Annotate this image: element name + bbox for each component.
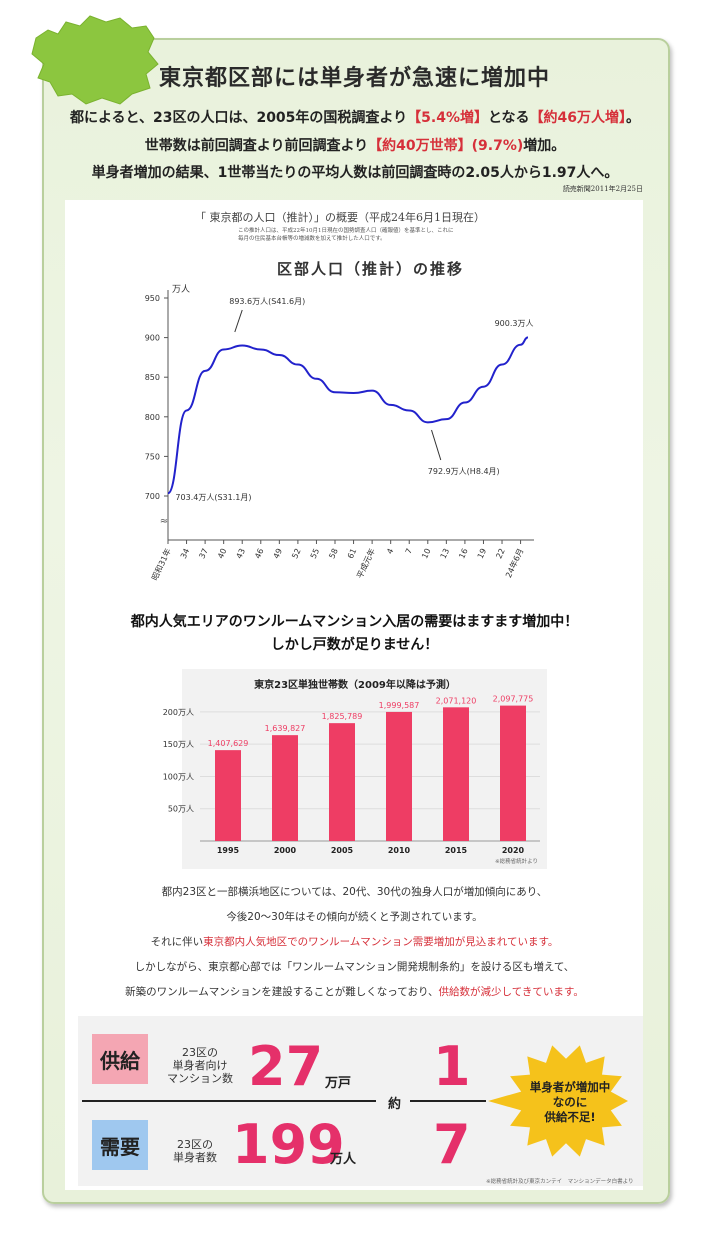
headline-line-3: 単身者増加の結果、1世帯当たりの平均人数は前回調査時の2.05人から1.97人へ… [91,165,619,181]
ratio-top: 1 [433,1035,471,1098]
line-chart-xtick-label: 37 [197,547,209,560]
line-chart-xtick-label: 13 [439,547,451,560]
body-paragraph-3: それに伴い東京都内人気地区でのワンルームマンション需要増加が見込まれています。 [150,936,559,948]
body-paragraph-5: 新築のワンルームマンションを建設することが難しくなっており、供給数が減少してきて… [125,986,584,998]
promo-line-2: しかし戸数が足りません！ [270,637,439,653]
bar-chart-category-label: 2015 [445,846,468,855]
population-note-2: 毎月の住民基本台帳等の増減数を加えて推計した人口です。 [238,236,386,242]
bar-chart-value-label: 1,639,827 [265,724,306,733]
ratio-bottom: 7 [433,1113,471,1176]
shortage-burst-text: 単身者が増加中 なのに 供給不足! [529,1080,611,1124]
supply-value: 27 [248,1035,324,1098]
bar-chart-value-label: 2,071,120 [436,696,477,705]
line-chart-xtick-label: 34 [179,547,191,560]
households-bar-chart: 東京23区単独世帯数（2009年以降は予測） 200万人 150万人 100万人 50万… [163,669,547,869]
bar-chart-bar [329,723,355,841]
promo-line-1: 都内人気エリアのワンルームマンション入居の需要はますます増加中！ [130,614,579,630]
line-chart-series [167,336,529,495]
line-chart-ytick-label: 950 [145,294,160,303]
line-chart-xtick-label: 4 [385,547,395,555]
annotation-peak-arrow [234,309,243,333]
annotation-trough-arrow [431,429,442,461]
bar-chart-value-label: 1,825,789 [322,712,363,721]
bar-chart-ytick-label: 150万人 [163,740,194,749]
bar-chart-ytick-label: 200万人 [163,708,194,717]
line-chart-ytick-label: 900 [145,334,160,343]
line-chart-xtick-label: 52 [290,547,302,560]
demand-label: 23区の 単身者数 [173,1138,217,1164]
bar-chart-category-label: 2020 [502,846,525,855]
line-chart-ylabel: 万人 [172,284,190,295]
bar-chart-value-label: 1,999,587 [379,701,420,710]
line-chart-xtick-label: 7 [404,547,414,555]
line-chart-ytick-label: 750 [145,452,160,461]
bar-chart-footnote: ※総務省統計より [495,857,538,865]
bar-chart-bar [386,711,412,841]
bar-chart-ytick-label: 50万人 [168,805,194,814]
bar-chart-bar [443,707,469,841]
demand-unit: 万人 [330,1152,357,1167]
bar-chart-category-label: 2005 [331,846,354,855]
supply-label: 23区の 単身者向け マンション数 [167,1046,233,1085]
line-chart-ytick-label: 850 [145,373,160,382]
population-note-1: この推計人口は、平成22年10月1日現在の国勢調査人口（確報値）を基準とし、これ… [238,228,454,234]
line-chart-ytick-label: 700 [145,492,160,501]
population-doc-title: 「 東京都の人口（推計）」の概要（平成24年6月1日現在） [195,211,485,224]
bar-chart-bar [215,750,241,841]
demand-badge: 需要 [92,1120,148,1170]
line-chart-xtick-label: 40 [216,547,228,560]
line-chart-axis-break: ≈ [160,516,168,527]
tokyo-map-icon [31,15,159,105]
bar-chart-value-label: 2,097,775 [493,695,534,704]
annotation-trough: 792.9万人(H8.4月) [428,467,500,476]
body-paragraph-4: しかしながら、東京都心部では「ワンルームマンション開発規制条約」を設ける区も増え… [134,961,575,973]
annotation-latest: 900.3万人 [495,319,534,328]
line-chart-xtick-label: 43 [235,547,247,560]
line-chart-xtick-label: 16 [457,547,469,560]
supply-badge: 供給 [92,1034,148,1084]
ratio-label: 約 [388,1097,402,1112]
line-chart-xtick-label: 19 [476,547,488,560]
shortage-burst-icon [488,1045,628,1157]
line-chart-xtick-label: 46 [253,547,265,560]
body-paragraph-2: 今後20〜30年はその傾向が続くと予測されています。 [226,911,483,923]
bar-chart-value-label: 1,407,629 [208,739,249,748]
source-citation: 読売新聞2011年2月25日 [562,185,643,193]
demand-value: 199 [232,1113,345,1176]
bar-chart-title: 東京23区単独世帯数（2009年以降は予測） [254,678,456,691]
bar-chart-ytick-label: 100万人 [163,772,194,781]
page-title: 東京都区部には単身者が急速に増加中 [158,65,550,91]
line-chart-xtick-label: 22 [494,547,506,560]
bar-chart-category-label: 2000 [274,846,297,855]
bar-chart-category-label: 2010 [388,846,411,855]
headline-line-1: 都によると、23区の人口は、2005年の国税調査より【5.4%増】となる【約46… [69,110,641,126]
line-chart-ytick-label: 800 [145,413,160,422]
bar-chart-category-label: 1995 [217,846,240,855]
line-chart-xtick-label: 58 [327,547,339,560]
line-chart-title: 区部人口（推計）の推移 [277,260,465,278]
supply-unit: 万戸 [325,1076,352,1091]
divider-right [410,1100,486,1102]
supply-demand-footnote: ※総務省統計及び東京カンテイ マンションデータ白書より [486,1179,634,1185]
line-chart-xtick-label: 55 [309,547,321,560]
headline-line-2: 世帯数は前回調査より前回調査より【約40万世帯】(9.7%)増加。 [144,138,566,154]
bar-chart-bar [272,735,298,841]
line-chart-xtick-label: 10 [420,547,432,560]
line-chart-xtick-label: 61 [346,547,358,560]
annotation-start: 703.4万人(S31.1月) [175,493,251,502]
line-chart-xtick-label: 49 [272,547,284,560]
annotation-peak: 893.6万人(S41.6月) [229,297,305,306]
divider-left [82,1100,376,1102]
bar-chart-background [182,669,547,869]
bar-chart-bar [500,705,526,841]
body-paragraph-1: 都内23区と一部横浜地区については、20代、30代の独身人口が増加傾向にあり、 [161,886,548,898]
